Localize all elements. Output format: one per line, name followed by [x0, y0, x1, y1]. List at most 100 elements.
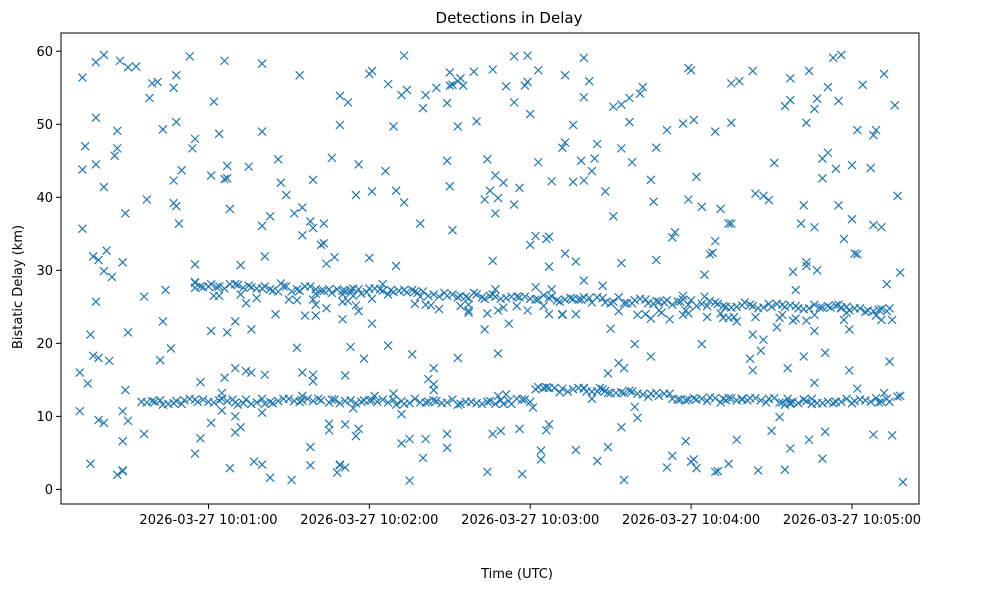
data-point — [614, 358, 624, 368]
data-point — [568, 177, 578, 187]
data-point — [120, 208, 130, 218]
data-point — [868, 306, 878, 316]
data-point — [292, 284, 302, 294]
data-point — [351, 300, 361, 310]
data-point — [418, 453, 428, 463]
data-point — [324, 419, 334, 429]
data-point — [885, 357, 894, 367]
data-point — [525, 397, 535, 407]
data-point — [370, 391, 380, 401]
data-point — [804, 303, 814, 313]
data-point — [793, 398, 803, 408]
data-point — [531, 231, 541, 241]
data-point — [445, 81, 455, 91]
data-point — [429, 395, 439, 405]
data-point — [785, 444, 795, 453]
data-point — [616, 100, 626, 109]
data-point — [78, 165, 87, 174]
data-point — [348, 291, 358, 301]
data-point — [799, 352, 809, 361]
data-point — [158, 317, 168, 326]
data-point — [713, 299, 723, 309]
data-point — [531, 295, 541, 304]
data-point — [442, 98, 452, 108]
data-point — [493, 349, 503, 358]
data-point — [823, 397, 833, 407]
data-point — [767, 302, 776, 312]
data-point — [346, 395, 355, 405]
data-point — [383, 398, 393, 407]
data-point — [206, 418, 216, 428]
data-point — [710, 127, 720, 137]
data-point — [716, 398, 726, 407]
data-point — [882, 279, 892, 289]
data-point — [83, 379, 93, 388]
y-tick-label: 40 — [36, 191, 53, 206]
data-point — [667, 451, 677, 461]
data-point — [504, 319, 514, 329]
data-point — [238, 283, 248, 293]
data-point — [271, 309, 280, 319]
data-point — [667, 300, 677, 310]
data-point — [662, 463, 672, 472]
data-point — [421, 398, 431, 407]
data-point — [389, 389, 398, 399]
data-point — [818, 454, 827, 464]
data-point — [828, 398, 838, 408]
data-point — [378, 395, 388, 405]
data-point — [732, 302, 742, 312]
data-point — [801, 261, 811, 271]
data-point — [654, 391, 664, 401]
data-point — [877, 397, 886, 407]
data-point — [222, 396, 232, 406]
data-point — [619, 475, 629, 485]
data-point — [354, 424, 364, 434]
data-point — [423, 374, 433, 384]
data-point — [801, 316, 811, 326]
data-point — [445, 181, 455, 191]
data-point — [158, 124, 168, 134]
data-point — [584, 293, 594, 303]
data-point — [852, 384, 862, 394]
data-point — [378, 286, 388, 296]
data-point — [423, 291, 433, 301]
data-point — [196, 377, 205, 387]
data-point — [520, 292, 530, 302]
data-point — [531, 282, 541, 292]
data-point — [804, 66, 814, 76]
data-point — [94, 353, 103, 363]
data-point — [308, 223, 318, 233]
data-point — [453, 353, 463, 363]
data-point — [246, 399, 256, 409]
data-point — [316, 286, 326, 296]
data-point — [214, 395, 224, 405]
x-tick-label: 2026-03-27 10:04:00 — [622, 513, 760, 528]
data-point — [523, 306, 532, 315]
data-point — [461, 292, 471, 302]
data-point — [225, 204, 235, 214]
data-point — [761, 398, 771, 407]
data-point — [549, 383, 559, 393]
data-point — [509, 51, 519, 61]
data-point — [322, 259, 331, 269]
data-point — [354, 306, 364, 316]
data-point — [415, 219, 425, 229]
data-point — [327, 153, 337, 163]
data-point — [785, 95, 795, 105]
data-point — [533, 157, 543, 167]
data-point — [627, 157, 637, 167]
data-point — [308, 376, 318, 386]
data-point — [407, 349, 417, 359]
data-point — [415, 292, 425, 302]
data-point — [748, 301, 758, 311]
data-point — [319, 238, 329, 248]
data-point — [512, 301, 522, 311]
y-tick-label: 60 — [36, 45, 53, 60]
data-point — [399, 51, 409, 61]
data-point — [217, 388, 227, 398]
data-point — [174, 219, 184, 229]
data-point — [212, 282, 221, 292]
data-point — [297, 203, 307, 212]
data-point — [348, 403, 358, 413]
data-point — [700, 292, 709, 302]
